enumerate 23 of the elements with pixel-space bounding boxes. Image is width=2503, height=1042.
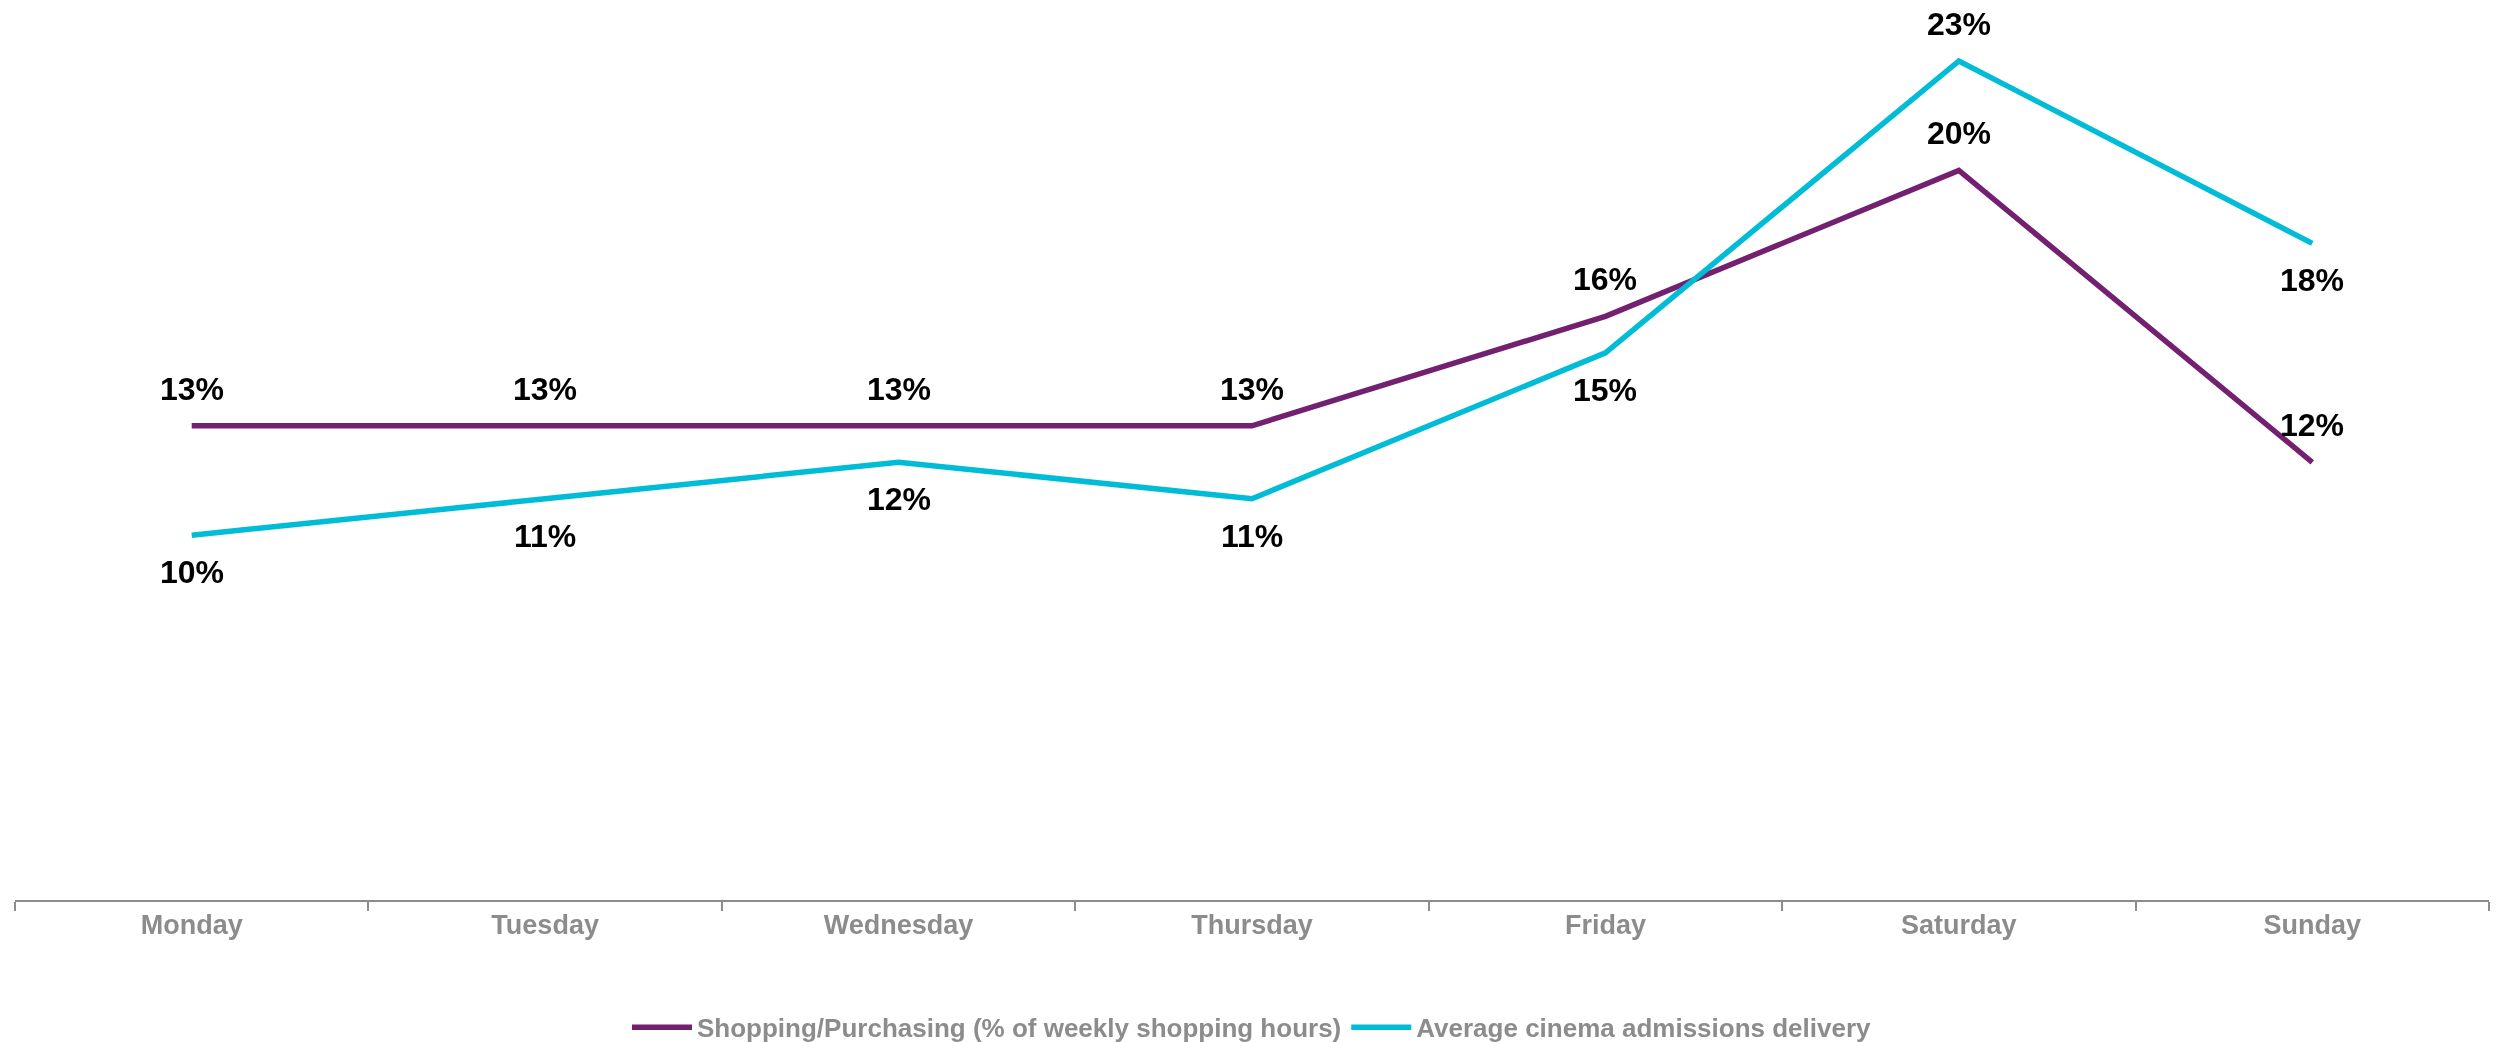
data-label: 11%	[1221, 518, 1284, 554]
legend-label: Shopping/Purchasing (% of weekly shopping hours)	[697, 1013, 1342, 1042]
x-tick-label: Tuesday	[491, 910, 599, 941]
data-label: 15%	[1573, 372, 1638, 408]
data-label: 12%	[867, 481, 932, 517]
data-label: 11%	[514, 518, 577, 554]
legend-label: Average cinema admissions delivery	[1416, 1013, 1872, 1042]
x-tick-label: Sunday	[2263, 910, 2362, 941]
x-tick-label: Wednesday	[823, 910, 974, 941]
data-label: 12%	[2280, 407, 2345, 443]
x-tick-label: Friday	[1564, 910, 1646, 941]
x-tick-label: Monday	[140, 910, 243, 941]
x-tick-label: Thursday	[1191, 910, 1313, 941]
data-label: 13%	[867, 371, 932, 407]
data-label: 20%	[1927, 115, 1992, 151]
data-label: 18%	[2280, 262, 2345, 298]
data-label: 16%	[1573, 261, 1638, 297]
data-label: 13%	[160, 371, 225, 407]
data-label: 23%	[1927, 6, 1992, 42]
data-label: 13%	[513, 371, 578, 407]
data-label: 13%	[1220, 371, 1285, 407]
data-label: 10%	[160, 554, 225, 590]
x-tick-label: Saturday	[1901, 910, 2017, 941]
